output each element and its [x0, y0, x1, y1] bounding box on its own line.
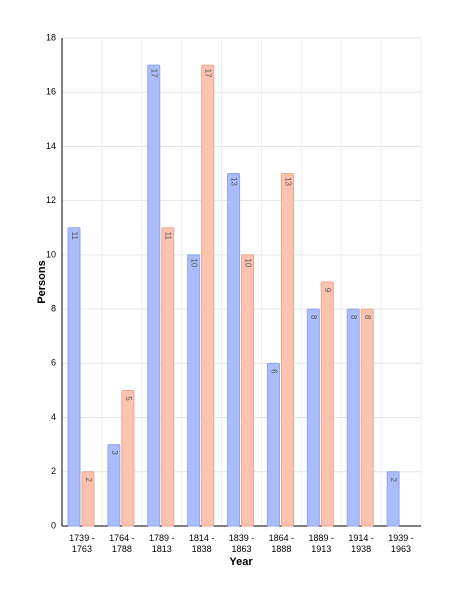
bar	[147, 64, 161, 527]
bar	[161, 227, 175, 527]
y-tick-label: 14	[46, 141, 56, 151]
x-tick-label: 1939 - 1963	[388, 533, 414, 554]
y-tick-label: 10	[46, 249, 56, 259]
y-tick-label: 16	[46, 87, 56, 97]
data-label: 8	[363, 315, 372, 320]
data-label: 13	[229, 177, 238, 186]
bar	[81, 471, 95, 527]
bar	[306, 308, 320, 527]
data-label: 9	[323, 288, 332, 293]
data-label: 10	[243, 258, 252, 267]
bar	[121, 389, 135, 527]
y-tick-label: 6	[51, 358, 56, 368]
y-tick-label: 2	[51, 466, 56, 476]
bar	[320, 281, 334, 527]
bar	[386, 471, 400, 527]
data-label: 11	[70, 232, 79, 241]
y-axis-label: Persons	[36, 260, 48, 303]
y-tick-label: 8	[51, 303, 56, 313]
x-tick-label: 1839 - 1863	[228, 533, 255, 554]
bar	[227, 173, 241, 527]
data-label: 6	[269, 369, 278, 374]
x-tick-label: 1864 - 1888	[268, 533, 295, 554]
data-label: 5	[124, 396, 133, 401]
x-tick-label: 1764 - 1788	[109, 533, 135, 554]
data-label: 8	[349, 315, 358, 320]
data-label: 10	[190, 258, 199, 267]
data-label: 8	[309, 315, 318, 320]
bar	[201, 64, 215, 527]
data-label: 2	[389, 478, 398, 483]
y-tick-label: 0	[51, 520, 56, 530]
x-tick-label: 1814 - 1838	[188, 533, 215, 554]
y-tick-label: 4	[51, 412, 56, 422]
y-tick-label: 18	[46, 32, 56, 42]
bar	[67, 227, 81, 527]
x-tick-label: 1789 - 1813	[148, 533, 175, 554]
bar	[360, 308, 374, 527]
bar	[187, 254, 201, 527]
data-label: 17	[150, 69, 159, 78]
x-tick-label: 1739 - 1763	[69, 533, 95, 554]
bar	[241, 254, 255, 527]
data-label: 13	[283, 177, 292, 186]
data-label: 2	[84, 478, 93, 483]
bar	[107, 444, 121, 527]
bar	[346, 308, 360, 527]
data-label: 11	[164, 232, 173, 241]
data-label: 17	[204, 69, 213, 78]
data-label: 3	[110, 450, 119, 455]
x-tick-label: 1914 - 1938	[348, 533, 374, 554]
x-tick-label: 1889 - 1913	[308, 533, 335, 554]
bar	[266, 362, 280, 527]
y-tick-label: 12	[46, 195, 56, 205]
x-axis-label: Year	[229, 556, 253, 568]
bar	[280, 173, 294, 527]
